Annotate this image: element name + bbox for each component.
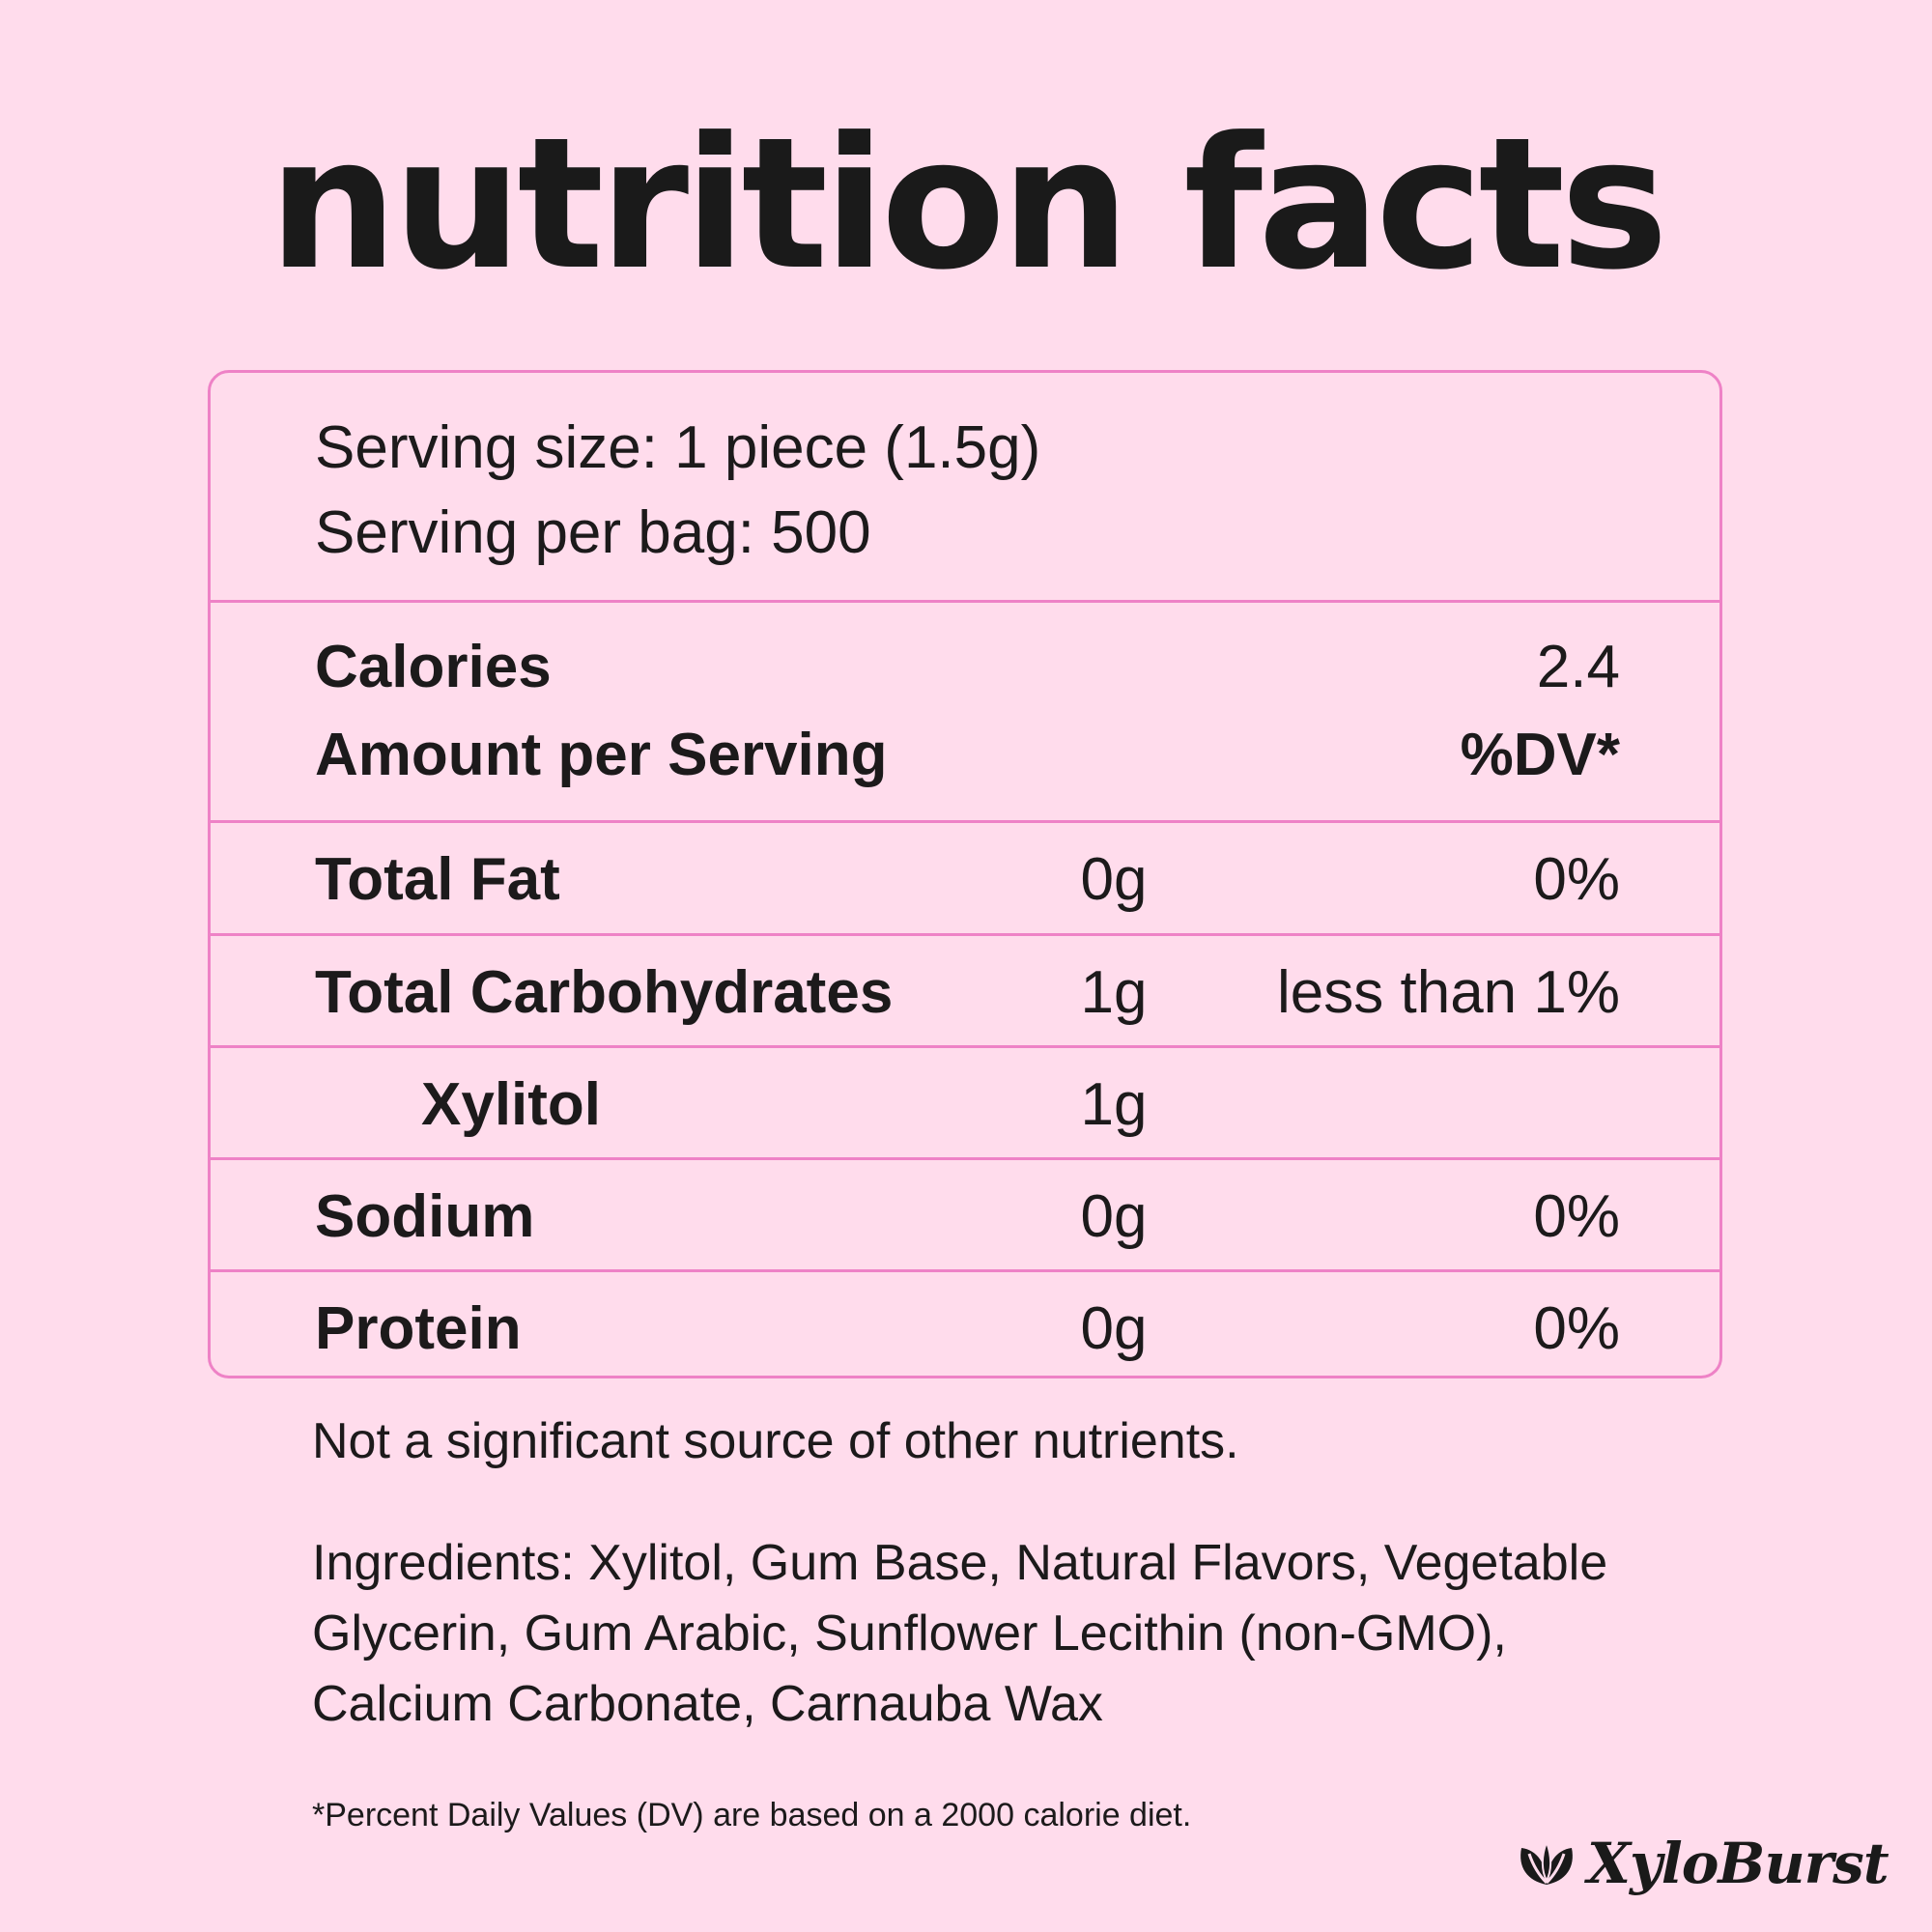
servings-per-bag: Serving per bag: 500 bbox=[315, 499, 871, 566]
nutrient-dv: 0% bbox=[1533, 1183, 1620, 1250]
ingredients-line: Calcium Carbonate, Carnauba Wax bbox=[312, 1676, 1103, 1732]
nutrient-row-total-carbohydrates: Total Carbohydrates 1g less than 1% bbox=[211, 936, 1719, 1048]
serving-section: Serving size: 1 piece (1.5g) Serving per… bbox=[211, 373, 1719, 603]
nutrient-row-xylitol: Xylitol 1g bbox=[211, 1048, 1719, 1160]
nutrient-dv: less than 1% bbox=[1277, 959, 1620, 1026]
nutrient-row-protein: Protein 0g 0% bbox=[211, 1272, 1719, 1376]
ingredients-line: Glycerin, Gum Arabic, Sunflower Lecithin… bbox=[312, 1605, 1507, 1662]
nutrient-label: Xylitol bbox=[421, 1071, 602, 1138]
nutrient-label: Sodium bbox=[315, 1183, 535, 1250]
nutrient-label: Total Carbohydrates bbox=[315, 959, 894, 1026]
nutrient-row-total-fat: Total Fat 0g 0% bbox=[211, 823, 1719, 936]
calories-label: Calories bbox=[315, 634, 552, 700]
nutrition-panel: Serving size: 1 piece (1.5g) Serving per… bbox=[208, 370, 1722, 1378]
nutrient-amount: 0g bbox=[1080, 1295, 1148, 1362]
serving-size: Serving size: 1 piece (1.5g) bbox=[315, 414, 1041, 481]
nutrient-row-sodium: Sodium 0g 0% bbox=[211, 1160, 1719, 1272]
nutrient-dv: 0% bbox=[1533, 846, 1620, 913]
page-title: nutrition facts bbox=[268, 99, 1668, 310]
nutrient-dv: 0% bbox=[1533, 1295, 1620, 1362]
dv-footnote: *Percent Daily Values (DV) are based on … bbox=[312, 1797, 1192, 1833]
nutrient-amount: 1g bbox=[1080, 1071, 1148, 1138]
brand-logo: XyloBurst bbox=[1512, 1831, 1889, 1896]
nutrient-amount: 0g bbox=[1080, 1183, 1148, 1250]
dv-header: %DV* bbox=[1460, 722, 1620, 788]
nutrient-amount: 1g bbox=[1080, 959, 1148, 1026]
not-significant-note: Not a significant source of other nutrie… bbox=[312, 1413, 1239, 1469]
amount-per-serving-label: Amount per Serving bbox=[315, 722, 888, 788]
nutrient-label: Protein bbox=[315, 1295, 522, 1362]
calories-value: 2.4 bbox=[1536, 634, 1620, 700]
nutrient-amount: 0g bbox=[1080, 846, 1148, 913]
calories-section: Calories 2.4 Amount per Serving %DV* bbox=[211, 603, 1719, 823]
ingredients-line: Ingredients: Xylitol, Gum Base, Natural … bbox=[312, 1535, 1608, 1591]
nutrient-label: Total Fat bbox=[315, 846, 560, 913]
brand-name: XyloBurst bbox=[1587, 1831, 1889, 1896]
leaf-icon bbox=[1520, 1839, 1573, 1885]
